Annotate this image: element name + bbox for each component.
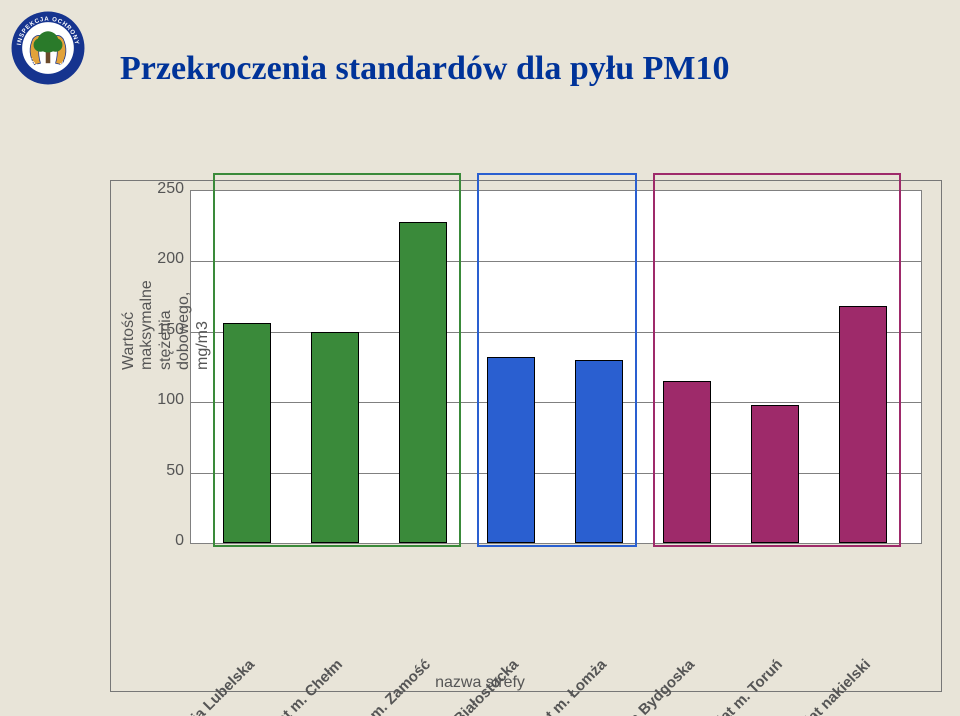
region-group-box — [653, 173, 901, 547]
y-tick-label: 100 — [144, 391, 184, 409]
region-group-box — [213, 173, 461, 547]
y-tick-label: 250 — [144, 180, 184, 198]
x-axis-title: nazwa strefy — [0, 674, 960, 692]
y-tick-label: 200 — [144, 250, 184, 268]
slide-title: Przekroczenia standardów dla pyłu PM10 — [120, 50, 729, 88]
region-group-box — [477, 173, 637, 547]
y-tick-label: 0 — [144, 532, 184, 550]
x-axis-labels: Aglomeracja LubelskaPowiat m. ChełmPowia… — [190, 544, 920, 674]
agency-logo: INSPEKCJA OCHRONY ŚRODOWISKA — [10, 10, 86, 86]
slide: INSPEKCJA OCHRONY ŚRODOWISKA Przekroczen… — [0, 0, 960, 716]
y-tick-label: 50 — [144, 462, 184, 480]
y-tick-label: 150 — [144, 321, 184, 339]
chart-plot-area — [190, 190, 922, 544]
